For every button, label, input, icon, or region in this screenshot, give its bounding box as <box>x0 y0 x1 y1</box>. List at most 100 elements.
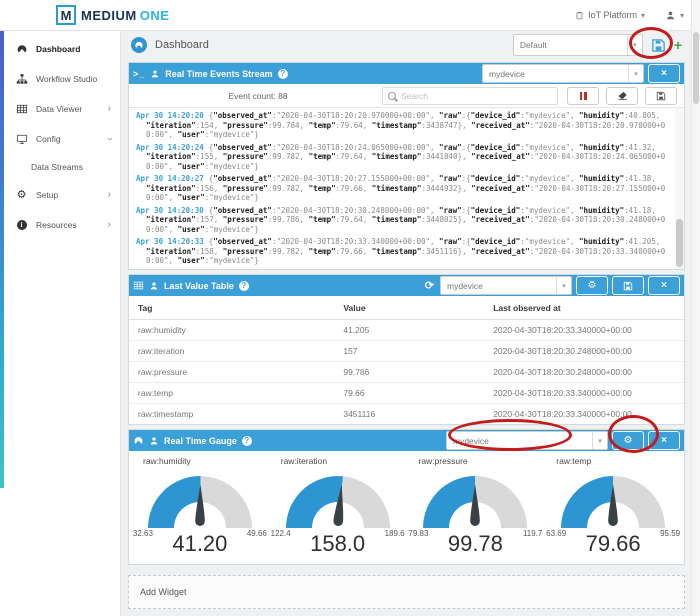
column-header: Last observed at <box>493 302 561 313</box>
export-stream-button[interactable] <box>645 86 677 105</box>
eraser-icon <box>617 91 627 100</box>
sidebar-item-setup[interactable]: ⚙ Setup › <box>0 180 120 210</box>
sidebar-label: Setup <box>36 190 59 200</box>
gauge-value: 99.78 <box>447 531 503 556</box>
help-icon[interactable]: ? <box>277 68 288 79</box>
last-value-table-header: Last Value Table ? ⟳ mydevice ▾ ⚙ × <box>129 275 684 296</box>
platform-icon <box>576 11 583 19</box>
value-cell: 3451116 <box>343 409 376 419</box>
brand-name: MEDIUM ONE <box>81 8 169 23</box>
table-export-button[interactable] <box>612 276 644 295</box>
gauge-device-select[interactable]: mydevice ▾ <box>446 431 608 450</box>
gauge-min: 63.69 <box>546 529 567 538</box>
log-timestamp: Apr 30 14:20:27 <box>136 174 204 183</box>
page-scrollbar[interactable] <box>691 0 700 616</box>
sidebar-label: Dashboard <box>36 44 81 54</box>
help-icon[interactable]: ? <box>238 280 249 291</box>
add-widget-label: Add Widget <box>140 587 187 597</box>
tag-cell: raw:humidity <box>138 325 186 335</box>
table-row: raw:temp 79.66 2020-04-30T18:20:33.340000+… <box>129 383 684 404</box>
caret-down-icon: ▾ <box>679 10 684 20</box>
user-menu[interactable]: ▾ <box>665 10 684 21</box>
sidebar-item-dashboard[interactable]: Dashboard <box>0 34 120 64</box>
log-entry: Apr 30 14:20:27 {"observed_at":"2020-04-3… <box>136 174 668 203</box>
sidebar-item-config[interactable]: Config › <box>0 124 120 154</box>
table-settings-button[interactable]: ⚙ <box>576 276 608 295</box>
page-scrollbar-thumb[interactable] <box>693 32 699 104</box>
gauge-needle <box>470 484 481 526</box>
log-json: {"observed_at":"2020-04-30T18:20:27.1550… <box>146 174 666 202</box>
caret-down-icon: ▾ <box>628 65 643 82</box>
clear-stream-button[interactable] <box>606 86 638 105</box>
device-select-value: mydevice <box>453 435 489 446</box>
pause-icon <box>579 91 582 100</box>
add-widget-button[interactable]: Add Widget <box>128 575 685 609</box>
value-cell: 99.786 <box>343 367 370 377</box>
gauge-label: raw:pressure <box>418 456 468 466</box>
close-icon: × <box>661 280 667 291</box>
device-select-value: mydevice <box>489 68 525 79</box>
close-widget-button[interactable]: × <box>648 431 680 450</box>
sidebar-label: Data Streams <box>31 162 83 172</box>
refresh-icon[interactable]: ⟳ <box>424 280 434 292</box>
table-icon <box>15 103 28 115</box>
sidebar-item-workflow-studio[interactable]: Workflow Studio <box>0 64 120 94</box>
gauge-humidity: raw:humidity 32.63 49.66 41.20 <box>131 456 269 557</box>
brand-one: ONE <box>139 7 170 23</box>
gauge-label: raw:temp <box>556 456 592 466</box>
gauge-value: 41.20 <box>172 531 228 556</box>
column-header: Tag <box>138 302 153 313</box>
log-entry: Apr 30 14:20:20 {"observed_at":"2020-04-3… <box>136 111 668 140</box>
add-dashboard-button[interactable]: + <box>673 37 682 53</box>
event-count: Event count: 88 <box>228 90 288 101</box>
terminal-icon: >_ <box>133 68 146 79</box>
help-icon[interactable]: ? <box>241 435 252 446</box>
tag-cell: raw:timestamp <box>138 409 194 419</box>
log-entry: Apr 30 14:20:30 {"observed_at":"2020-04-3… <box>136 206 668 235</box>
logo-m-icon: M <box>56 5 76 25</box>
brand-medium: MEDIUM <box>81 7 137 23</box>
gauge-pressure: raw:pressure 79.83 119.7 99.78 <box>407 456 545 557</box>
top-bar: M MEDIUM ONE IoT Platform ▾ ▾ <box>0 0 700 31</box>
sidebar-item-resources[interactable]: i Resources › <box>0 210 120 240</box>
gauge-label: raw:humidity <box>143 456 191 466</box>
save-icon <box>623 281 633 290</box>
table-device-select[interactable]: mydevice ▾ <box>440 276 572 295</box>
chevron-right-icon: › <box>107 189 111 200</box>
chevron-down-icon: › <box>104 137 116 141</box>
events-log[interactable]: Apr 30 14:20:20 {"observed_at":"2020-04-3… <box>129 108 684 269</box>
sidebar-item-data-viewer[interactable]: Data Viewer › <box>0 94 120 124</box>
log-scrollbar-thumb[interactable] <box>676 219 683 267</box>
iot-platform-menu[interactable]: IoT Platform ▾ <box>575 10 645 21</box>
gauge-settings-button[interactable]: ⚙ <box>612 431 644 450</box>
log-json: {"observed_at":"2020-04-30T18:20:20.9700… <box>146 111 666 139</box>
dashboard-select[interactable]: Default ▾ <box>512 34 643 56</box>
tag-cell: raw:pressure <box>138 367 188 377</box>
gauge-value: 158.0 <box>310 531 366 556</box>
save-dashboard-button[interactable] <box>651 38 666 53</box>
medium-one-logo[interactable]: M MEDIUM ONE <box>56 5 169 25</box>
log-timestamp: Apr 30 14:20:33 <box>136 237 204 246</box>
observed-cell: 2020-04-30T18:20:30.248000+00:00 <box>493 346 632 356</box>
caret-down-icon: ▾ <box>556 277 571 294</box>
widget-title: Real Time Events Stream <box>165 68 273 79</box>
log-entry: Apr 30 14:20:24 {"observed_at":"2020-04-3… <box>136 143 668 172</box>
sitemap-icon <box>15 73 28 85</box>
close-widget-button[interactable]: × <box>648 276 680 295</box>
gauge-min: 32.63 <box>132 529 153 538</box>
pause-stream-button[interactable] <box>567 86 599 105</box>
search-input[interactable]: Search <box>382 86 558 105</box>
events-device-select[interactable]: mydevice ▾ <box>482 64 644 83</box>
sidebar-item-data-streams[interactable]: Data Streams <box>0 154 120 180</box>
gauge-icon <box>134 437 143 444</box>
dashboard-gauge-icon <box>15 43 28 55</box>
gauges-row: raw:humidity 32.63 49.66 41.20 raw:iterat… <box>129 451 684 564</box>
log-json: {"observed_at":"2020-04-30T18:20:33.3400… <box>146 237 666 265</box>
close-widget-button[interactable]: × <box>648 64 680 83</box>
sidebar-label: Data Viewer <box>36 104 83 114</box>
log-scrollbar[interactable] <box>675 108 684 269</box>
gauge-min: 122.4 <box>270 529 291 538</box>
iot-platform-label: IoT Platform <box>588 10 637 20</box>
gears-icon: ⚙ <box>16 188 27 201</box>
log-timestamp: Apr 30 14:20:30 <box>136 205 204 215</box>
